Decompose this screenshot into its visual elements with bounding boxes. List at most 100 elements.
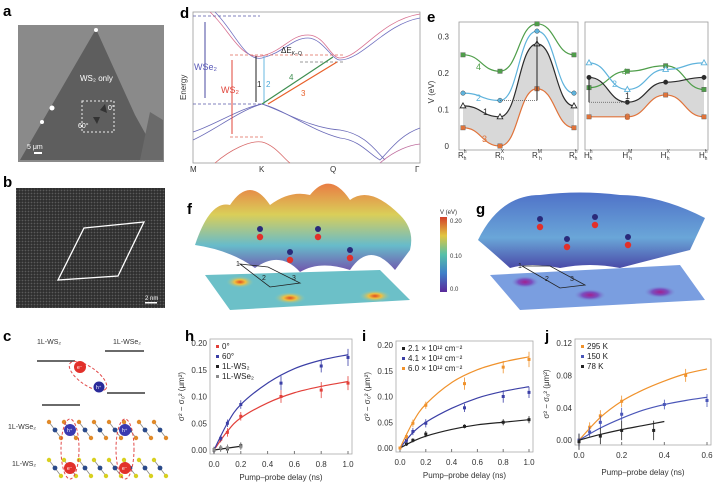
kpoint-k: K <box>259 165 265 174</box>
scale-bar-label: 2 nm <box>145 296 158 302</box>
chalcogen-atom <box>61 457 67 463</box>
chalcogen-atom <box>106 457 112 463</box>
y-tick-label: 0.04 <box>556 404 572 413</box>
x-tick-label: 0.2 <box>235 460 247 469</box>
x-tick-label: Hh h <box>699 149 708 162</box>
particle <box>49 105 55 111</box>
y-tick-label: 0.20 <box>191 339 207 348</box>
legend-label: 0° <box>222 342 230 351</box>
chalcogen-atom <box>148 473 154 479</box>
particle <box>40 120 44 124</box>
data-point <box>624 114 630 120</box>
fit-curve <box>399 419 530 449</box>
x-tick-label: HM h <box>622 149 632 162</box>
moire-unit-cell <box>56 221 146 281</box>
x-tick-label: 0.4 <box>262 460 274 469</box>
data-point <box>424 421 428 425</box>
legend-label: 2.1 × 10¹² cm⁻² <box>408 344 463 353</box>
legend-marker <box>216 355 219 358</box>
ws2-layer-label: 1L-WS₂ <box>12 461 36 468</box>
data-point <box>662 65 670 72</box>
x-tick-label: Rh h <box>458 149 467 162</box>
data-point <box>346 355 350 359</box>
y-tick-label: 0.00 <box>556 436 572 445</box>
plot-frame <box>209 338 353 455</box>
carrier <box>64 424 76 436</box>
series-line-1 <box>588 76 705 103</box>
site-3: 3 <box>570 276 574 283</box>
chalcogen-atom <box>151 457 157 463</box>
hotspot <box>359 290 391 302</box>
exciton-markers <box>536 214 632 251</box>
carrier-label: e⁻ <box>122 466 128 472</box>
panel-j: j 0.0 0.2 0.4 0.6 0.00 0.04 0.08 0.12 Pump–probe … <box>542 328 713 477</box>
data-point <box>497 68 503 74</box>
data-point <box>623 85 631 92</box>
tungsten-atom <box>97 427 103 433</box>
y-tick-label: 0.05 <box>377 418 393 427</box>
chalcogen-atom <box>46 419 52 425</box>
heterostructure-0deg <box>100 104 107 113</box>
x-tick-label: 0.2 <box>616 451 628 460</box>
scale-bar <box>145 302 157 304</box>
chalcogen-atom <box>103 473 109 479</box>
coldspot <box>574 289 606 301</box>
hole <box>93 381 105 393</box>
data-point <box>319 388 323 392</box>
subplot-frame <box>584 21 709 151</box>
y-tick-label: 0.00 <box>191 446 207 455</box>
y-axis-label: σ² − σ₀² (μm²) <box>177 372 186 421</box>
wse2-layer-label: 1L-WSe₂ <box>8 424 36 431</box>
data-point <box>463 406 466 410</box>
chalcogen-atom <box>91 457 97 463</box>
data-point <box>398 446 402 450</box>
chalcogen-atom <box>118 435 124 441</box>
y-tick-label: 0.10 <box>377 393 393 402</box>
carrier <box>119 462 131 474</box>
colorbar-tick: 0.0 <box>450 287 459 293</box>
y-tick-label: 0.15 <box>191 366 207 375</box>
electron <box>74 361 86 373</box>
data-point <box>684 373 688 377</box>
x-tick-label: 0.6 <box>701 451 713 460</box>
x-tick-label: 0.4 <box>446 458 458 467</box>
electron-label: e⁻ <box>77 365 83 371</box>
particle <box>94 28 98 32</box>
data-point <box>404 438 408 442</box>
data-point <box>700 58 708 66</box>
data-point <box>424 432 428 436</box>
panel-label-d: d <box>180 5 189 22</box>
data-point <box>497 143 503 149</box>
shaded-region <box>463 43 574 146</box>
data-point <box>527 418 531 422</box>
data-point <box>212 447 216 451</box>
x-tick-label: 0.8 <box>316 460 328 469</box>
transition-4-label: 4 <box>289 73 294 82</box>
y-tick-label: 0.2 <box>438 69 450 78</box>
ws2-band-label: 1L-WS₂ <box>37 339 61 346</box>
data-point <box>570 101 578 109</box>
data-point <box>496 112 504 120</box>
chalcogen-atom <box>163 473 169 479</box>
legend-marker <box>581 345 584 348</box>
data-point <box>460 52 466 58</box>
colorbar <box>440 217 447 292</box>
scale-bar-label: 5 μm <box>27 144 43 151</box>
data-point <box>624 68 630 74</box>
legend-marker <box>581 355 584 358</box>
data-point <box>404 442 408 446</box>
data-point <box>225 421 229 425</box>
data-point <box>225 430 229 434</box>
panel-label-f: f <box>187 201 193 218</box>
x-tick-label: RM h <box>532 149 542 162</box>
y-tick-label: 0.08 <box>556 371 572 380</box>
x-tick-label: 0.0 <box>573 451 585 460</box>
series-line-4 <box>462 23 575 72</box>
data-point <box>424 403 428 407</box>
wse2-label: WSe₂ <box>194 62 218 72</box>
transition-3-arrow <box>267 61 338 105</box>
data-point <box>701 87 707 92</box>
y-tick-label: 0.15 <box>377 367 393 376</box>
panel-label-e: e <box>427 9 435 26</box>
